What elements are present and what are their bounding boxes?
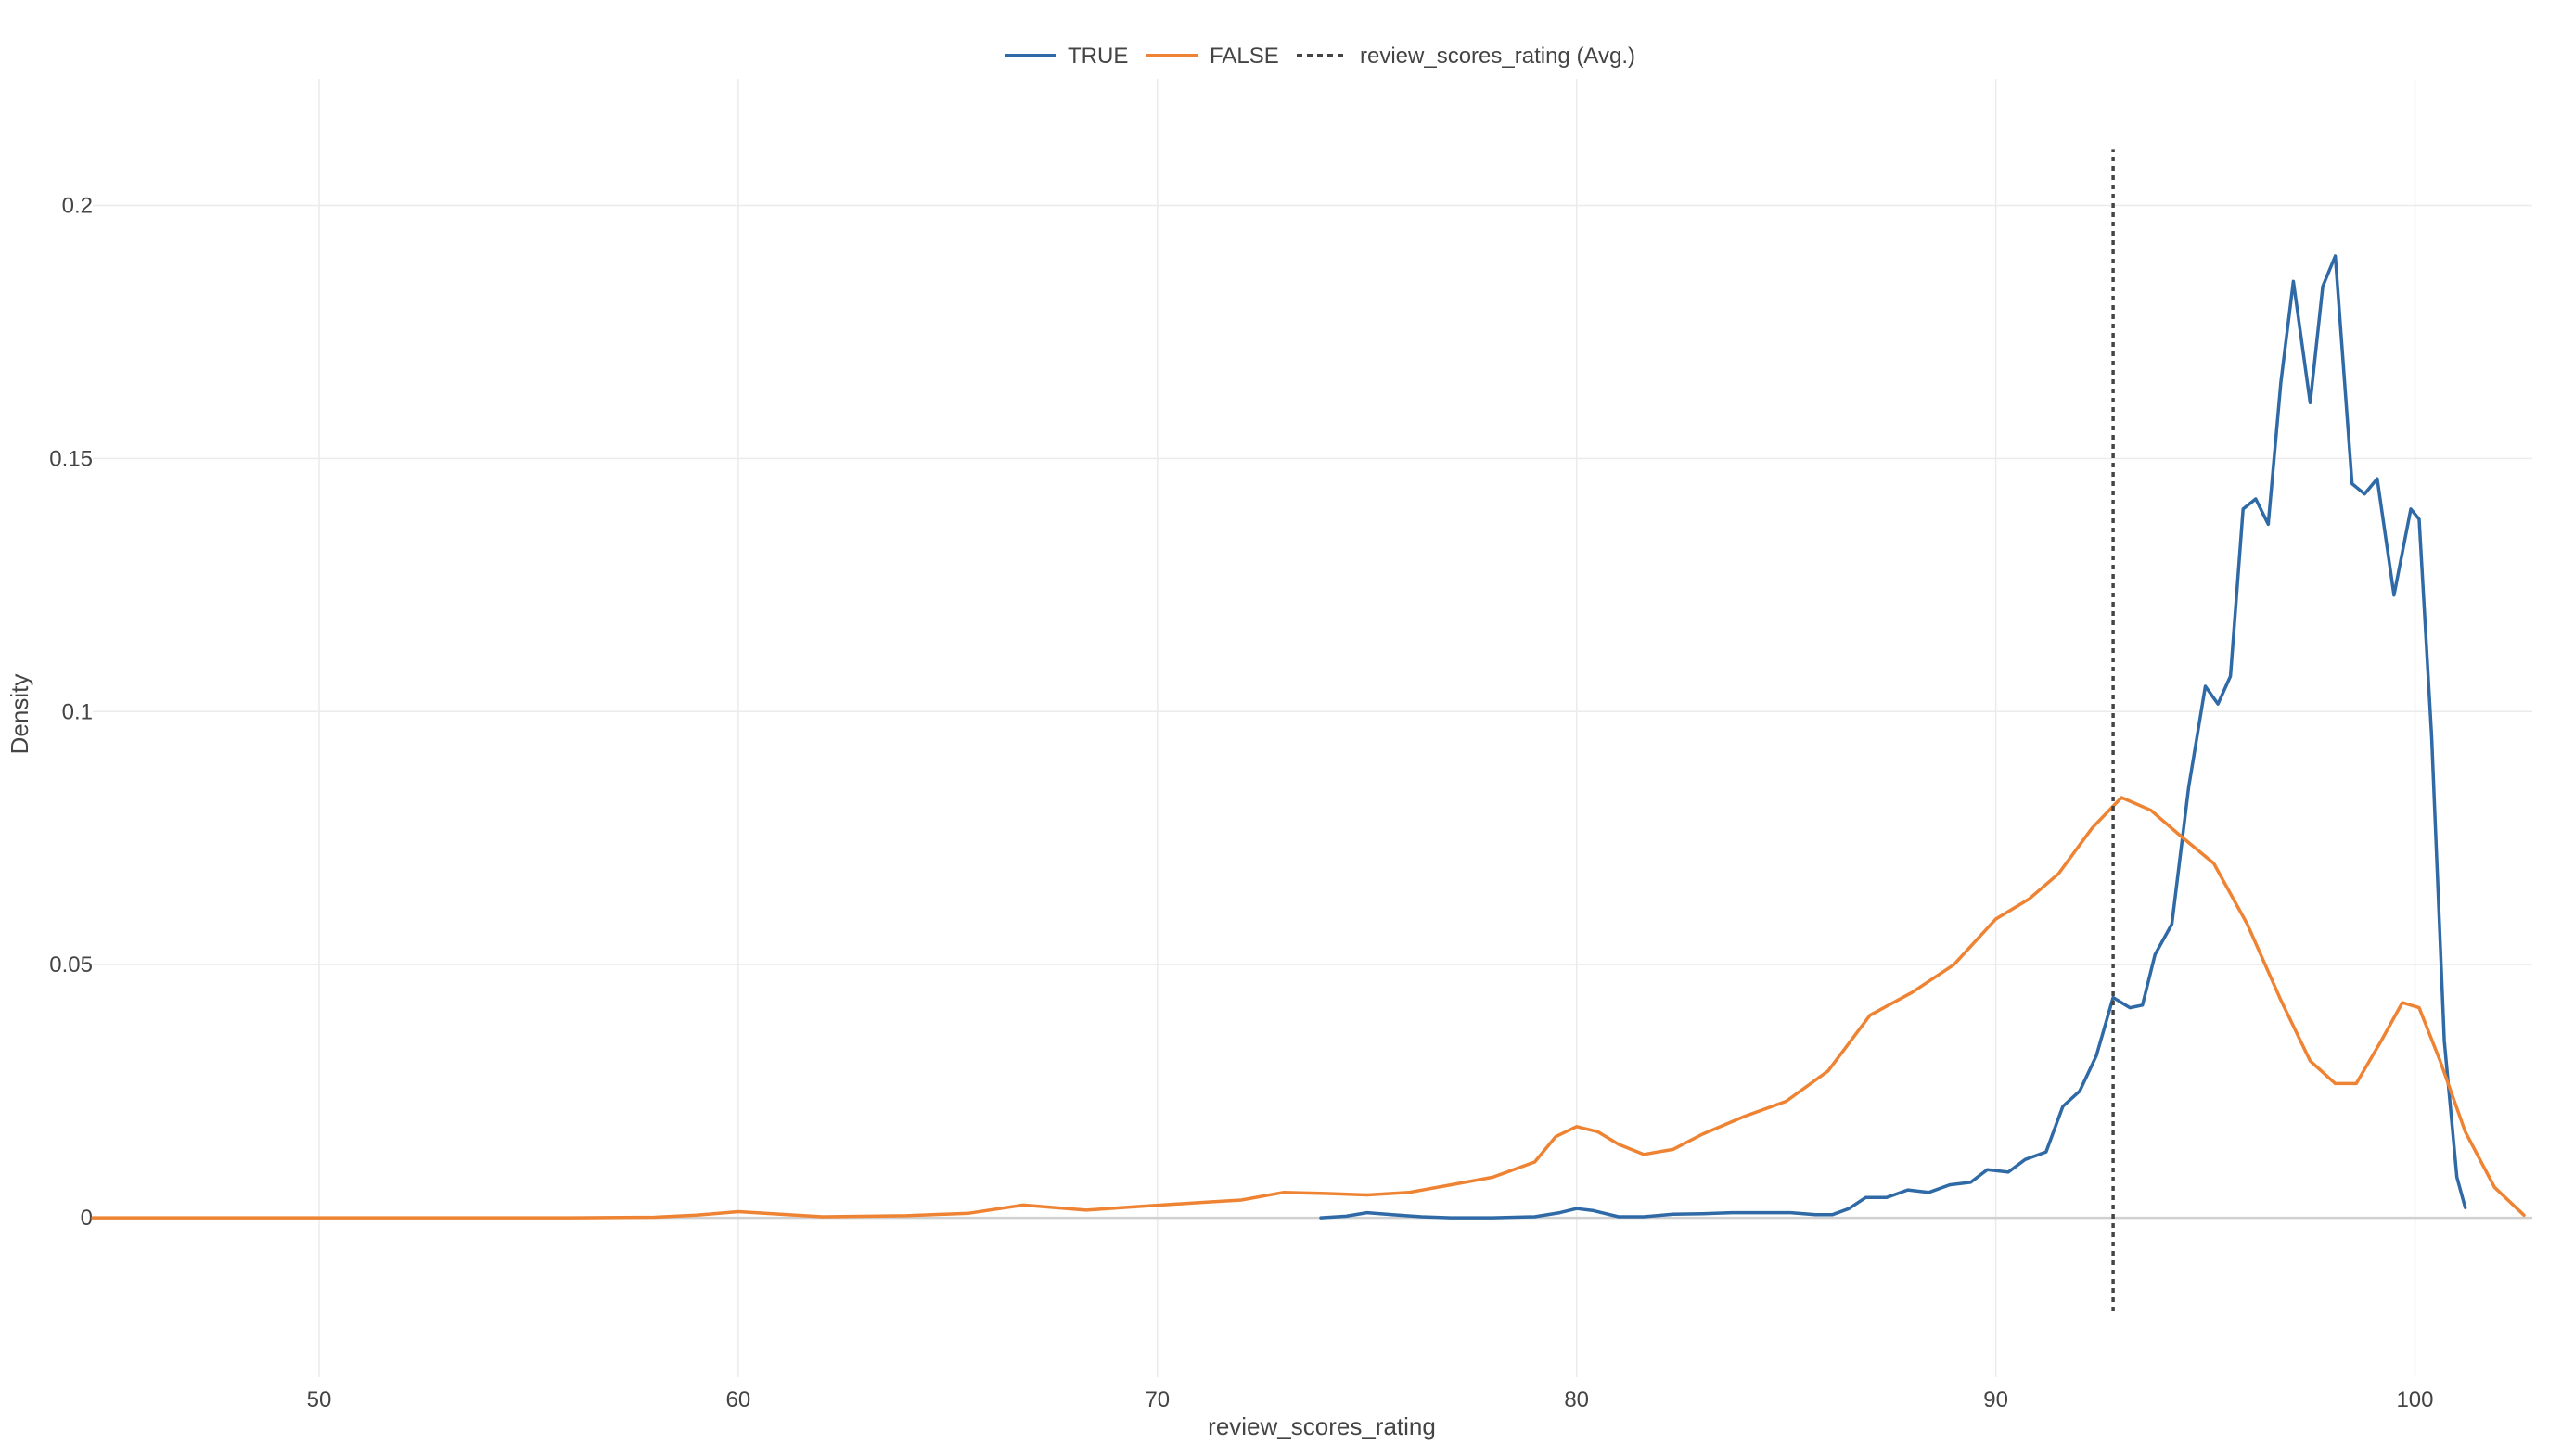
series-line-false [91,796,2526,1220]
x-tick-label-90: 90 [1983,1387,2008,1412]
y-tick-label-0: 0 [81,1206,93,1231]
legend-label-true: TRUE [1068,44,1128,69]
y-tick-label-0-05: 0.05 [49,952,93,977]
legend[interactable]: TRUE FALSE review_scores_rating (Avg.) [1005,44,1635,69]
y-tick-label-0-15: 0.15 [49,446,93,471]
x-axis-title: review_scores_rating [1208,1412,1436,1440]
x-tick-label-80: 80 [1564,1387,1589,1412]
legend-item-true[interactable]: TRUE [1005,44,1128,69]
legend-item-false[interactable]: FALSE [1146,44,1279,69]
x-tick-label-60: 60 [726,1387,751,1412]
x-tick-label-70: 70 [1145,1387,1170,1412]
series-line-true [1319,254,2467,1220]
y-axis-ticks: 0 0.05 0.1 0.15 0.2 [49,193,93,1231]
y-tick-label-0-1: 0.1 [62,699,93,724]
legend-label-review-scores-rating-avg: review_scores_rating (Avg.) [1360,44,1635,69]
x-tick-label-50: 50 [307,1387,332,1412]
x-axis-ticks: 50 60 70 80 90 100 [307,1387,2434,1412]
y-tick-label-0-2: 0.2 [62,193,93,218]
legend-item-review-scores-rating-avg[interactable]: review_scores_rating (Avg.) [1297,44,1635,69]
gridlines [93,79,2532,1377]
y-axis-title: Density [6,674,33,755]
legend-label-false: FALSE [1210,44,1279,69]
series-layer [91,149,2526,1311]
x-tick-label-100: 100 [2396,1387,2433,1412]
